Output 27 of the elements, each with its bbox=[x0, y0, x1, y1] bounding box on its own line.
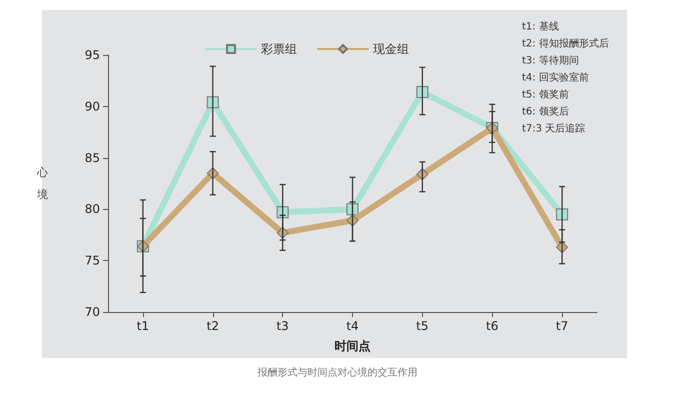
y-tick-label: 95 bbox=[84, 48, 100, 62]
x-tick-label: t1 bbox=[136, 319, 150, 333]
x-tick-label: t4 bbox=[346, 319, 359, 333]
y-axis-title: 心境 bbox=[36, 166, 48, 201]
point bbox=[556, 208, 568, 220]
annotation: t7:3 天后追踪 bbox=[522, 122, 586, 134]
text: t2: 得知报酬形式后 bbox=[522, 38, 609, 50]
annotation: t5: 领奖前 bbox=[522, 88, 569, 100]
x-tick-label: t6 bbox=[486, 319, 498, 333]
x-tick-label: t5 bbox=[416, 319, 429, 333]
annotation: t3: 等待期间 bbox=[522, 54, 579, 66]
point bbox=[416, 86, 428, 98]
legend-label: 现金组 bbox=[373, 42, 409, 56]
legend-label: 彩票组 bbox=[261, 42, 297, 56]
annotation: t4: 回实验室前 bbox=[522, 72, 589, 84]
y-tick-label: 75 bbox=[84, 254, 100, 268]
x-tick-label: t7 bbox=[556, 319, 568, 333]
y-tick-label: 70 bbox=[84, 305, 100, 319]
y-tick-label: 80 bbox=[84, 202, 100, 216]
y-tick-label: 90 bbox=[84, 99, 100, 114]
y-tick-label: 85 bbox=[84, 150, 100, 165]
x-tick-label: t2 bbox=[206, 319, 219, 333]
annotation: t6: 领奖后 bbox=[522, 106, 569, 118]
text: t1: 基线 bbox=[522, 20, 559, 32]
text: 报酬形式与时间点对心境的交互作用 bbox=[256, 366, 418, 378]
x-tick-label: t3 bbox=[276, 319, 289, 333]
x-axis-title: 时间点 bbox=[334, 339, 370, 353]
